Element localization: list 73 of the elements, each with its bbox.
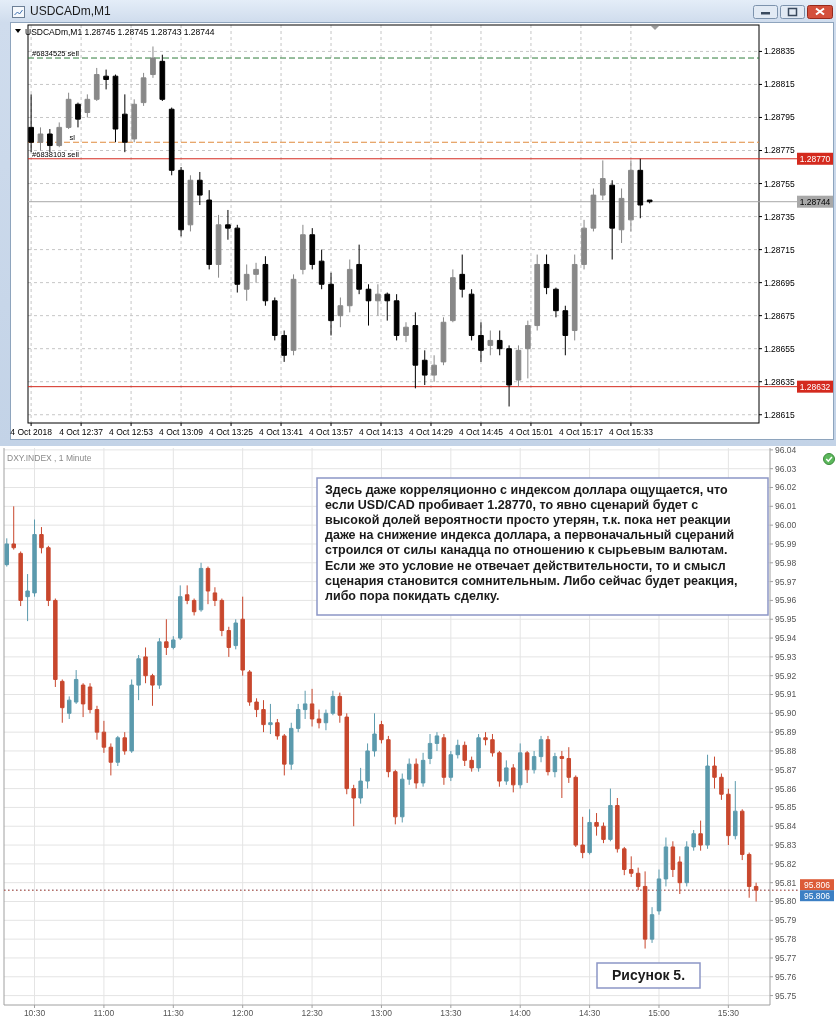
- y-tick-label: 95.81: [775, 877, 797, 888]
- y-tick-label: 1.28615: [764, 409, 795, 420]
- y-tick-label: 95.92: [775, 670, 797, 681]
- y-tick-label: 1.28695: [764, 277, 795, 288]
- x-tick-label: 4 Oct 12:37: [59, 427, 104, 437]
- y-tick-label: 95.84: [775, 821, 797, 832]
- ref-line-label: 95.806: [804, 890, 831, 901]
- x-tick-label: 15:30: [717, 1008, 740, 1018]
- x-tick-label: 4 Oct 13:25: [209, 427, 254, 437]
- x-tick-label: 4 Oct 13:41: [259, 427, 304, 437]
- y-tick-label: 95.77: [775, 952, 797, 963]
- y-tick-label: 95.83: [775, 840, 797, 851]
- y-tick-label: 1.28755: [764, 178, 795, 189]
- y-tick-label: 95.94: [775, 633, 797, 644]
- x-tick-label: 4 Oct 12:53: [109, 427, 154, 437]
- y-tick-label: 96.03: [775, 463, 797, 474]
- y-tick-label: 95.95: [775, 614, 797, 625]
- x-tick-label: 15:00: [648, 1008, 670, 1018]
- y-tick-label: 95.91: [775, 689, 797, 700]
- x-tick-label: 4 Oct 13:09: [159, 427, 204, 437]
- y-tick-label: 1.28835: [764, 46, 795, 57]
- y-tick-label: 95.89: [775, 727, 797, 738]
- x-tick-label: 13:00: [370, 1008, 393, 1018]
- x-tick-label: 4 Oct 2018: [10, 427, 53, 437]
- x-tick-label: 4 Oct 14:13: [359, 427, 404, 437]
- y-tick-label: 95.90: [775, 708, 797, 719]
- chart-subtitle: USDCADm,M1 1.28745 1.28745 1.28743 1.28744: [25, 27, 215, 37]
- x-tick-label: 4 Oct 15:01: [508, 427, 554, 437]
- y-tick-label: 1.28815: [764, 79, 795, 90]
- y-tick-label: 95.88: [775, 745, 797, 756]
- ref-line-label: 95.806: [804, 879, 831, 890]
- y-tick-label: 95.96: [775, 595, 797, 606]
- y-tick-label: 95.80: [775, 896, 797, 907]
- y-tick-label: 95.85: [775, 802, 797, 813]
- y-tick-label: 95.98: [775, 557, 797, 568]
- y-tick-label: 95.97: [775, 576, 797, 587]
- x-tick-label: 4 Oct 15:17: [558, 427, 604, 437]
- y-tick-label: 95.79: [775, 915, 797, 926]
- y-tick-label: 1.28795: [764, 112, 795, 123]
- x-tick-label: 4 Oct 15:33: [608, 427, 654, 437]
- y-tick-label: 95.78: [775, 934, 797, 945]
- y-tick-label: 95.93: [775, 651, 797, 662]
- x-tick-label: 12:00: [232, 1008, 254, 1018]
- y-tick-label: 96.01: [775, 501, 797, 512]
- y-tick-label: 95.87: [775, 764, 797, 775]
- y-tick-label: 95.75: [775, 990, 797, 1001]
- y-tick-label: 1.28735: [764, 211, 795, 222]
- y-tick-label: 1.28635: [764, 376, 795, 387]
- y-tick-label: 95.86: [775, 783, 797, 794]
- x-tick-label: 14:00: [509, 1008, 532, 1018]
- annotation: Рисунок 5.: [611, 967, 686, 984]
- x-tick-label: 11:30: [162, 1008, 184, 1018]
- y-tick-label: 95.76: [775, 971, 797, 982]
- text: DXY.INDEX , 1 Minute: [7, 453, 92, 463]
- y-tick-label: 96.02: [775, 482, 797, 493]
- y-tick-label: 96.04: [775, 444, 797, 455]
- annotation: Здесь даже корреляционно с индексом доллара ощущается, что если USD/CAD пробивает 1.28770, то явно сценарий будет с высокой долей вероятности просто утерян, т.к. пока нет реакции даже на снижение индекса доллара, а первоначальный сцераний строился от силы канадца по отношению к сырьевым валютам. Если же это условие не отвечает действительности, то и смысл сценария становится сомнительным. Либо сейчас будет реакция, либо пора покидать сделку.: [325, 483, 738, 603]
- x-tick-label: 4 Oct 13:57: [309, 427, 354, 437]
- y-tick-label: 1.28775: [764, 145, 795, 156]
- x-tick-label: 12:30: [301, 1008, 323, 1018]
- y-tick-label: 1.28655: [764, 343, 795, 354]
- x-tick-label: 4 Oct 14:29: [409, 427, 454, 437]
- x-tick-label: 10:30: [23, 1008, 46, 1018]
- y-tick-label: 95.99: [775, 538, 797, 549]
- y-tick-label: 95.82: [775, 858, 797, 869]
- x-tick-label: 4 Oct 14:45: [458, 427, 504, 437]
- x-tick-label: 11:00: [93, 1008, 115, 1018]
- y-tick-label: 1.28715: [764, 244, 795, 255]
- x-tick-label: 14:30: [578, 1008, 601, 1018]
- x-tick-label: 13:30: [440, 1008, 462, 1018]
- chart-title: USDCADm,M1: [30, 4, 111, 18]
- y-tick-label: 96.00: [775, 520, 797, 531]
- y-tick-label: 1.28675: [764, 310, 795, 321]
